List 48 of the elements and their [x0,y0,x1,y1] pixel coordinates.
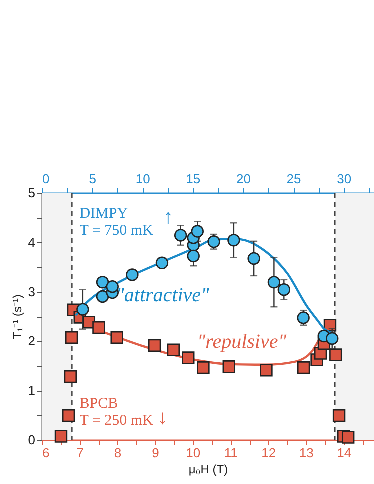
x-tick-label: 12 [262,446,276,460]
x-tick-label: 11 [224,446,238,460]
y-axis-title: T₁⁻¹ (s⁻¹) [10,294,24,340]
y-tick-label: 1 [28,383,36,398]
annotation: "attractive" [116,284,210,306]
x-tick-label: 14 [337,446,352,460]
x-tick-label: 7 [76,446,84,460]
x2-tick-label: 20 [236,172,251,186]
point [148,339,162,352]
point [92,322,106,334]
annotation: BPCB [80,396,118,412]
point [330,348,342,362]
x-tick-label: 9 [152,446,160,460]
point [332,409,346,422]
y-tick-label: 3 [28,284,36,300]
point [65,331,78,344]
x-axis-title: μ₀H (T) [188,462,228,476]
point [64,370,78,384]
y-tick-label: 2 [28,334,36,349]
point [260,364,273,377]
x2-tick-label: 5 [89,172,96,186]
annotation: ↑ [163,206,174,229]
annotation: DIMPY [80,206,128,222]
x-tick-label: 6 [42,446,50,460]
y-tick-label: 0 [28,432,36,448]
x2-tick-label: 10 [136,172,150,186]
x2-tick-label: 0 [42,172,50,186]
point [222,360,236,374]
x2-tick-label: 25 [286,172,302,186]
annotation: ↓ [158,406,168,429]
point [182,352,195,364]
point [54,430,68,443]
x-tick-label: 13 [299,446,314,460]
point [62,409,76,422]
annotation: "repulsive" [197,331,288,354]
point [197,362,210,374]
x2-tick-label: 15 [186,172,201,186]
annotation: T = 250 mK [80,413,154,430]
x2-tick-label: 30 [337,172,352,186]
y-tick-label: 4 [28,234,36,250]
point [342,431,355,444]
x-tick-label: 10 [186,446,201,460]
annotation: T = 750 mK [80,223,154,240]
y-tick-label: 5 [28,186,36,200]
point [297,362,310,374]
point [167,344,180,356]
point [110,331,124,344]
x-tick-label: 8 [114,446,122,460]
